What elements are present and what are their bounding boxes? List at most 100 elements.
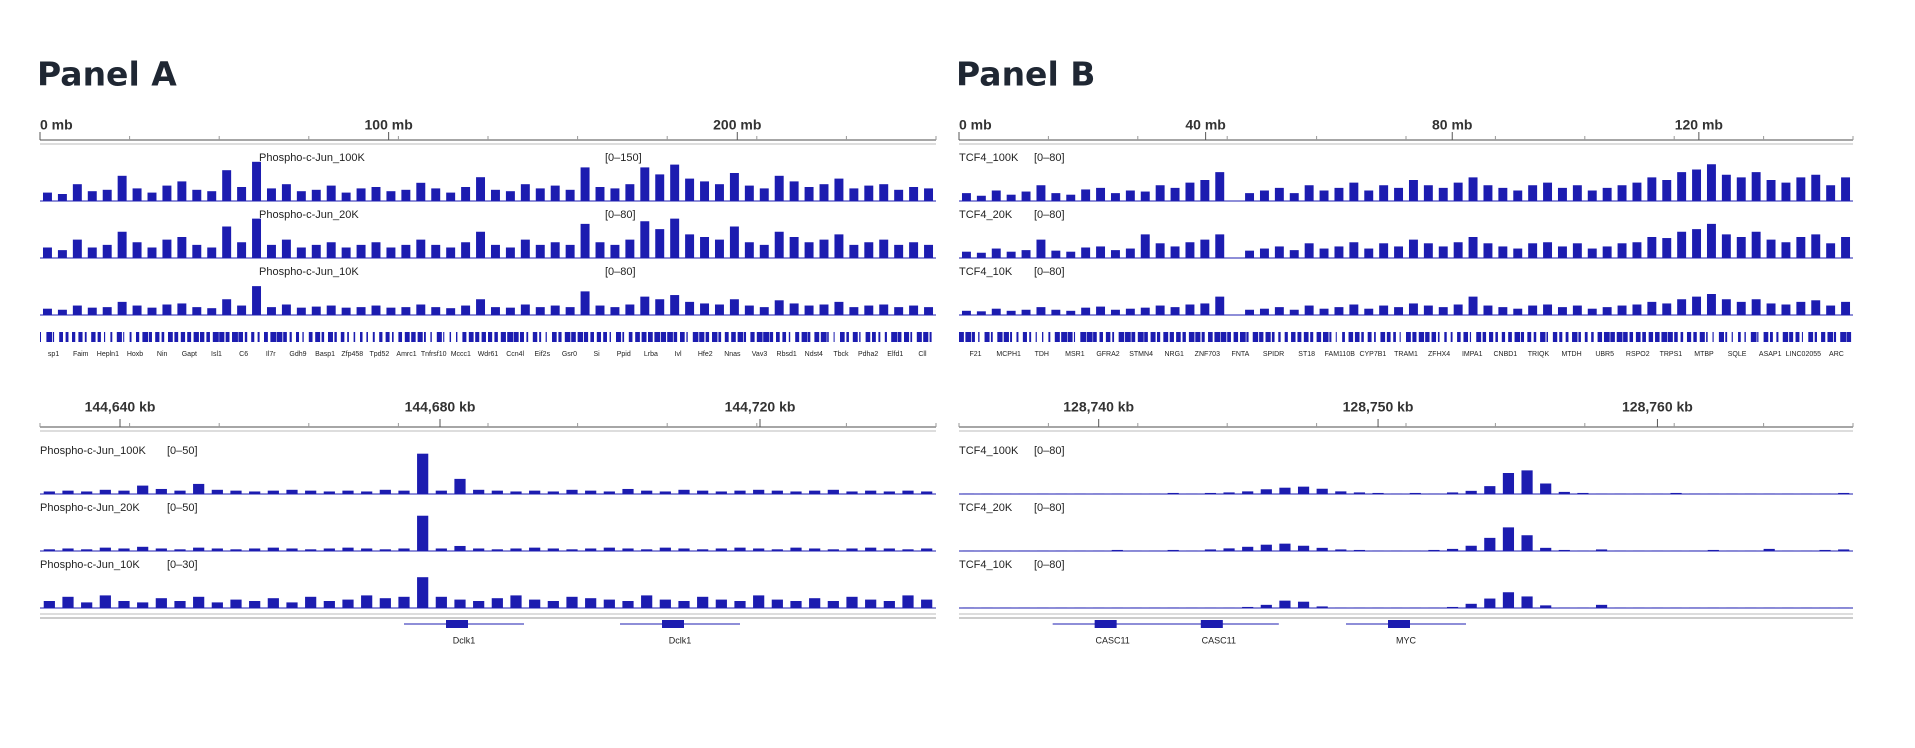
signal-bar xyxy=(961,310,971,315)
signal-bar xyxy=(379,549,391,551)
gene-density xyxy=(1757,332,1759,342)
signal-bar xyxy=(1260,489,1272,494)
gene-density xyxy=(1642,332,1646,342)
signal-bar xyxy=(804,305,814,315)
signal-bar xyxy=(566,596,578,608)
gene-label: ST18 xyxy=(1298,351,1315,358)
signal-bar xyxy=(678,601,690,608)
signal-bar xyxy=(1782,550,1794,551)
signal-bar xyxy=(1391,550,1403,551)
signal-bar xyxy=(249,548,261,551)
signal-bar xyxy=(655,299,665,315)
signal-bar xyxy=(1215,234,1225,258)
signal-bar xyxy=(610,307,620,315)
track-name: Phospho-c-Jun_20K xyxy=(259,209,359,221)
gene-density xyxy=(1335,332,1337,342)
signal-bar xyxy=(1438,187,1448,201)
gene-density xyxy=(1169,332,1174,342)
signal-bar xyxy=(1335,549,1347,551)
ruler-tick-label: 80 mb xyxy=(1432,117,1472,133)
signal-bar xyxy=(809,490,821,494)
signal-bar xyxy=(819,304,829,315)
signal-bar xyxy=(1706,223,1716,258)
signal-bar xyxy=(1066,310,1076,315)
signal-bar xyxy=(237,187,247,201)
gene-density xyxy=(859,332,861,342)
signal-bar xyxy=(490,189,500,201)
gene-label: Amrc1 xyxy=(396,351,416,358)
gene-label: TRIQK xyxy=(1528,351,1550,358)
gene-density xyxy=(1054,332,1060,342)
gene-density xyxy=(1431,332,1437,342)
gene-density xyxy=(1322,332,1329,342)
signal-bar xyxy=(1391,493,1403,494)
signal-bar xyxy=(864,305,874,315)
signal-bar xyxy=(1483,243,1493,258)
signal-bar xyxy=(361,595,373,608)
gene-density xyxy=(929,332,932,342)
signal-bar xyxy=(1707,607,1719,608)
gene-density xyxy=(1208,332,1213,342)
gene-density xyxy=(628,332,633,342)
signal-bar xyxy=(894,244,904,258)
track-name: TCF4_10K xyxy=(959,266,1013,278)
signal-bar xyxy=(323,601,335,608)
ruler-tick-label: 128,760 kb xyxy=(1622,399,1693,415)
gene-label: F21 xyxy=(970,351,982,358)
signal-bar xyxy=(1465,545,1477,551)
signal-bar xyxy=(490,244,500,258)
signal-bar xyxy=(323,491,335,494)
signal-bar xyxy=(1274,187,1284,201)
ruler-tick-label: 128,740 kb xyxy=(1063,399,1134,415)
signal-bar xyxy=(435,596,447,608)
gene-density xyxy=(488,332,493,342)
gene-density xyxy=(622,332,625,342)
signal-bar xyxy=(1670,550,1682,551)
signal-bar xyxy=(1155,185,1165,201)
gene-density xyxy=(456,332,458,342)
signal-bar xyxy=(1707,549,1719,551)
signal-bar xyxy=(962,607,974,608)
signal-bar xyxy=(72,239,82,258)
signal-bar xyxy=(535,244,545,258)
signal-bar xyxy=(1736,301,1746,315)
signal-bar xyxy=(1540,483,1552,494)
gene-density xyxy=(123,332,125,342)
signal-bar xyxy=(1632,182,1642,201)
gene-density xyxy=(1514,332,1521,342)
signal-bar xyxy=(1006,194,1016,201)
signal-bar xyxy=(834,234,844,258)
gene-density xyxy=(1265,332,1271,342)
gene-density xyxy=(1552,332,1558,342)
track-range: [0–80] xyxy=(1034,209,1065,221)
gene-density xyxy=(1214,332,1221,342)
gene-density xyxy=(283,332,287,342)
gene-density xyxy=(225,332,230,342)
gene-density xyxy=(289,332,292,342)
gene-density xyxy=(1150,332,1156,342)
track-name: TCF4_20K xyxy=(959,209,1013,221)
gene-density xyxy=(1137,332,1144,342)
gene-density xyxy=(1342,332,1345,342)
gene-density xyxy=(1808,332,1814,342)
gene-density xyxy=(161,332,165,342)
signal-bar xyxy=(1528,305,1538,315)
signal-bar xyxy=(790,601,802,608)
signal-bar xyxy=(670,218,680,258)
gene-density xyxy=(801,332,808,342)
signal-bar xyxy=(207,308,217,315)
signal-bar xyxy=(625,239,635,258)
signal-bar xyxy=(1446,492,1459,494)
signal-bar xyxy=(267,490,279,494)
signal-bar xyxy=(1670,492,1682,494)
signal-bar xyxy=(1170,246,1180,258)
panel-title: Panel A xyxy=(37,55,177,94)
gene-density xyxy=(1195,332,1201,342)
track-range: [0–80] xyxy=(1034,152,1065,164)
signal-bar xyxy=(1826,185,1836,201)
signal-bar xyxy=(99,595,111,608)
signal-bar xyxy=(1204,492,1217,494)
signal-bar xyxy=(1558,491,1570,494)
signal-bar xyxy=(43,491,55,494)
signal-bar xyxy=(902,490,914,494)
